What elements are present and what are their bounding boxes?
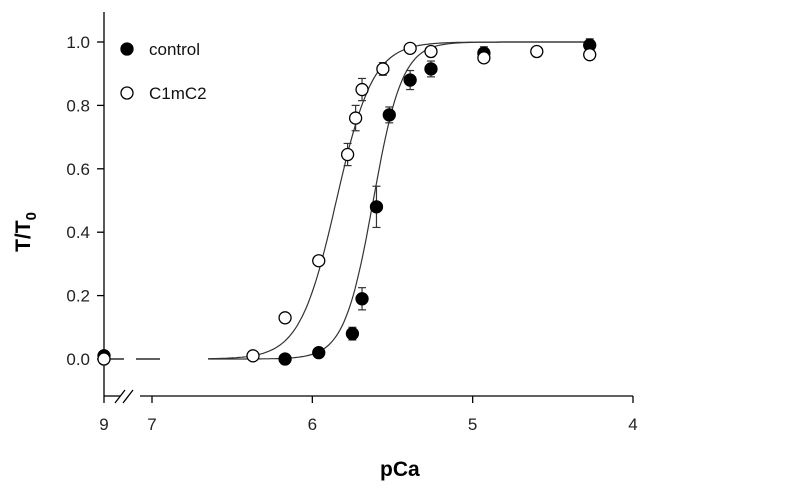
legend-label-c1mc2: C1mC2 xyxy=(149,84,207,103)
y-tick-label: 0.0 xyxy=(66,350,90,369)
data-point-c1mc2 xyxy=(348,111,363,125)
data-point-c1mc2 xyxy=(340,147,355,162)
y-tick-label: 0.6 xyxy=(66,160,90,179)
data-point-c1mc2 xyxy=(583,48,597,62)
y-tick-label: 0.2 xyxy=(66,287,90,306)
axes xyxy=(103,12,633,404)
data-point-c1mc2 xyxy=(355,82,369,97)
data-point-c1mc2 xyxy=(312,254,326,268)
data-points xyxy=(97,38,597,366)
x-tick-label: 9 xyxy=(99,415,108,434)
y-tick-label: 0.8 xyxy=(66,96,90,115)
legend-marker-c1mc2 xyxy=(120,86,134,100)
data-point-control xyxy=(424,62,438,76)
axis-break-mark-1 xyxy=(114,389,126,404)
axis-break-mark-2 xyxy=(122,389,134,404)
data-point-c1mc2 xyxy=(97,352,111,366)
y-tick-label: 1.0 xyxy=(66,33,90,52)
legend: control C1mC2 xyxy=(120,40,207,103)
data-point-control xyxy=(382,108,396,122)
x-tick-label: 6 xyxy=(308,415,317,434)
x-tick-label: 5 xyxy=(468,415,477,434)
data-point-c1mc2 xyxy=(278,311,292,325)
data-point-c1mc2 xyxy=(530,44,544,59)
y-axis-title-sub: 0 xyxy=(23,212,40,220)
x-axis-title: pCa xyxy=(380,458,420,481)
data-point-control xyxy=(312,346,326,360)
data-point-control xyxy=(355,292,369,306)
y-axis-title-main: T/T xyxy=(12,220,35,252)
fit-curves xyxy=(208,41,585,360)
legend-marker-control xyxy=(120,42,134,56)
data-point-c1mc2 xyxy=(403,41,417,55)
data-point-c1mc2 xyxy=(246,349,260,363)
data-point-control xyxy=(369,200,384,214)
x-tick-label: 4 xyxy=(628,415,637,434)
data-point-control xyxy=(403,73,417,87)
y-ticks: 0.0 0.2 0.4 0.6 0.8 1.0 xyxy=(66,33,104,369)
y-axis-title: T/T0 xyxy=(12,212,40,252)
data-point-c1mc2 xyxy=(477,51,491,65)
data-point-control xyxy=(345,326,360,341)
legend-label-control: control xyxy=(149,40,200,59)
data-point-c1mc2 xyxy=(376,62,390,76)
x-tick-label: 7 xyxy=(147,415,156,434)
fit-curve-control xyxy=(208,41,585,360)
data-point-control xyxy=(278,352,292,366)
data-point-c1mc2 xyxy=(424,44,438,59)
x-ticks: 9 7 6 5 4 xyxy=(99,396,638,434)
y-tick-label: 0.4 xyxy=(66,223,90,242)
fit-curve-c1mc2 xyxy=(208,41,585,360)
